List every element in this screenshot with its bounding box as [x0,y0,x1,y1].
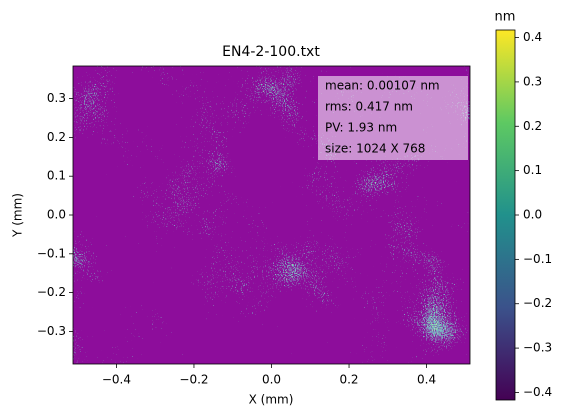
colorbar-tick-label: 0.1 [523,163,542,177]
y-tick-label: 0.3 [47,91,66,105]
colorbar-tick-label: 0.4 [523,30,542,44]
x-tick-label: 0.0 [262,373,281,387]
stats-annotation: rms: 0.417 nm [325,100,413,114]
y-tick-label: 0.1 [47,169,66,183]
y-tick-label: −0.2 [37,285,66,299]
y-tick-label: 0.0 [47,208,66,222]
colorbar-tick-label: −0.1 [523,252,552,266]
y-tick-label: 0.2 [47,130,66,144]
colorbar-tick-label: 0.2 [523,119,542,133]
colorbar-tick-label: −0.2 [523,296,552,310]
y-tick-label: −0.3 [37,324,66,338]
colorbar-tick-label: −0.4 [523,385,552,399]
stats-annotation: PV: 1.93 nm [325,121,397,135]
colorbar-tick-label: 0.0 [523,208,542,222]
chart-title: EN4-2-100.txt [222,44,320,60]
colorbar [495,29,516,401]
y-tick-label: −0.1 [37,246,66,260]
x-axis-label: X (mm) [249,393,294,407]
colorbar-tick-label: −0.3 [523,341,552,355]
x-tick-label: 0.4 [417,373,436,387]
y-axis-label: Y (mm) [11,193,25,238]
stats-annotation: mean: 0.00107 nm [325,79,440,93]
stats-box [318,76,468,160]
colorbar-tick-label: 0.3 [523,74,542,88]
x-tick-label: −0.2 [179,373,208,387]
stats-annotation: size: 1024 X 768 [325,142,425,156]
x-tick-label: 0.2 [339,373,358,387]
x-tick-label: −0.4 [102,373,131,387]
colorbar-label: nm [495,10,516,25]
